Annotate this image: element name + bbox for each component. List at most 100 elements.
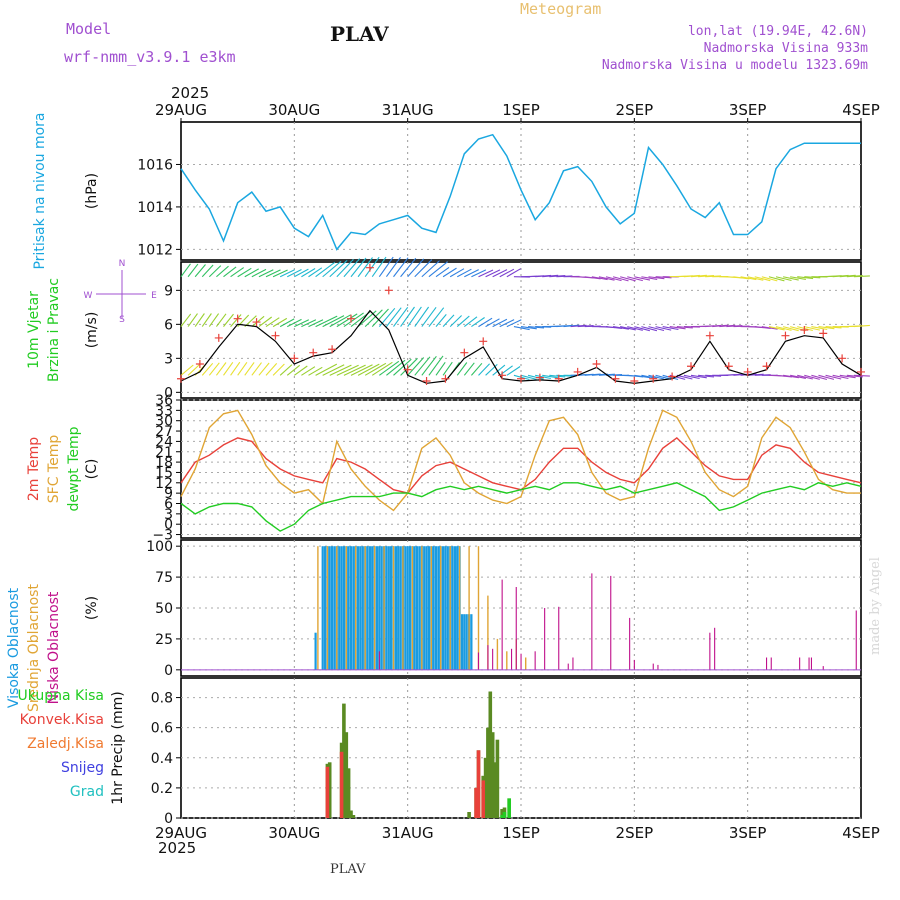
wind-barb bbox=[690, 274, 707, 278]
wind-barb bbox=[818, 374, 835, 380]
wind-barb bbox=[308, 319, 324, 328]
wind-gust-marker bbox=[705, 331, 714, 340]
precip-bar-0 bbox=[500, 809, 504, 818]
wind-barb bbox=[825, 326, 842, 329]
wind-barb bbox=[223, 361, 234, 376]
wind-gust-marker bbox=[573, 367, 582, 376]
precip-bar-0 bbox=[467, 812, 471, 818]
cloud-bar-2 bbox=[808, 657, 810, 670]
wind-barb bbox=[435, 314, 447, 327]
wind-barb bbox=[478, 269, 494, 278]
temp-2m-label: 2m Temp bbox=[26, 437, 42, 501]
cloud-bar-2 bbox=[378, 651, 380, 670]
app-title: Meteogram bbox=[520, 0, 602, 18]
precip-bar-0 bbox=[490, 732, 495, 818]
wind-barb bbox=[343, 258, 361, 278]
wind-barb bbox=[733, 276, 750, 280]
xtick-bottom-30AUG: 30AUG bbox=[268, 824, 320, 842]
wind-barb bbox=[471, 362, 483, 376]
cloud-bar-2 bbox=[544, 608, 546, 670]
cloud-bar-0 bbox=[375, 546, 379, 670]
ytick-label-temperature: 33 bbox=[155, 403, 173, 419]
lonlat-readout: lon,lat (19.94E, 42.6N) bbox=[687, 24, 868, 39]
wind-gust-marker bbox=[668, 372, 677, 381]
wind-barb bbox=[463, 316, 478, 328]
cloud-bar-0 bbox=[359, 546, 362, 670]
precip-legend-4: Grad bbox=[70, 784, 104, 800]
wind-barb bbox=[456, 315, 470, 328]
wind-barb bbox=[428, 307, 445, 327]
wind-barb bbox=[662, 326, 679, 331]
wind-barb bbox=[655, 326, 672, 331]
wind-barb bbox=[775, 276, 792, 282]
cloud-bar-0 bbox=[460, 614, 464, 670]
cloud-bar-1 bbox=[421, 546, 423, 670]
precip-bar-1 bbox=[325, 766, 330, 818]
wind-gust-marker bbox=[347, 314, 355, 323]
cloud-bar-0 bbox=[366, 546, 369, 670]
wind-barb bbox=[272, 317, 288, 328]
cloud-bar-0 bbox=[314, 632, 317, 670]
ytick-label-temperature: 9 bbox=[164, 486, 173, 502]
precip-bar-1 bbox=[481, 780, 485, 818]
wind-barb bbox=[414, 356, 431, 376]
wind-barb bbox=[400, 357, 418, 376]
cloud-bar-0 bbox=[432, 546, 435, 670]
cloud-bar-1 bbox=[411, 546, 414, 670]
wind-barb bbox=[301, 366, 316, 376]
pressure-ylabel: (hPa) bbox=[84, 173, 100, 209]
xtick-top-4SEP: 4SEP bbox=[842, 101, 880, 119]
wind-barb bbox=[294, 365, 308, 376]
cloud-bar-0 bbox=[406, 546, 409, 670]
wind-barb bbox=[265, 363, 278, 376]
panel-frame-precip bbox=[180, 677, 862, 819]
wind-barb bbox=[364, 256, 380, 278]
wind-barb bbox=[811, 374, 828, 381]
cloud-bar-0 bbox=[347, 546, 350, 670]
cloud-bar-1 bbox=[326, 546, 329, 670]
ytick-label-temperature: 12 bbox=[155, 476, 173, 492]
wind-barb bbox=[676, 326, 693, 329]
wind-barb bbox=[407, 357, 425, 376]
wind-barb bbox=[343, 364, 366, 376]
cloud-bar-2 bbox=[657, 664, 659, 670]
cloud-bar-2 bbox=[477, 652, 479, 670]
wind-barb bbox=[428, 355, 444, 376]
wind-barb bbox=[442, 267, 457, 278]
cloud-bar-0 bbox=[333, 546, 336, 670]
wind-barb bbox=[265, 317, 280, 328]
wind-barb bbox=[584, 276, 601, 280]
wind-barb bbox=[187, 313, 198, 327]
wind-barb bbox=[180, 364, 194, 376]
wind-barb bbox=[357, 257, 373, 278]
precip-bar-1 bbox=[474, 787, 478, 818]
wind-barb bbox=[598, 276, 615, 281]
wind-barb bbox=[315, 363, 338, 376]
cloud-bar-0 bbox=[470, 614, 473, 670]
ytick-label-cloud: 100 bbox=[146, 539, 173, 555]
wind-barb bbox=[839, 374, 856, 379]
ytick-label-temperature: 21 bbox=[155, 445, 173, 461]
wind-barb bbox=[712, 324, 729, 328]
ytick-label-cloud: 0 bbox=[164, 663, 173, 679]
wind-barb bbox=[832, 374, 849, 380]
precip-bar-0 bbox=[327, 762, 332, 818]
ytick-label-pressure: 1012 bbox=[137, 242, 173, 258]
wind-barb bbox=[797, 374, 813, 380]
wind-barb bbox=[790, 374, 807, 379]
precip-legend-2: Zaledj.Kisa bbox=[27, 736, 104, 752]
cloud-bar-0 bbox=[423, 546, 426, 670]
precip-ylabel: 1hr Precip (mm) bbox=[110, 691, 126, 804]
wind-barb bbox=[414, 306, 430, 327]
cloud-bar-0 bbox=[390, 546, 393, 670]
wind-barb bbox=[272, 269, 288, 278]
wind-barb bbox=[492, 269, 508, 278]
cloud-bar-0 bbox=[328, 546, 331, 670]
xtick-top-2SEP: 2SEP bbox=[616, 101, 654, 119]
precip-bar-0 bbox=[483, 757, 488, 818]
wind-barb bbox=[591, 276, 608, 281]
cloud-bar-0 bbox=[413, 546, 416, 670]
wind-barb bbox=[371, 256, 387, 278]
wind-barb bbox=[237, 267, 252, 278]
wind-gust-marker bbox=[592, 360, 601, 368]
